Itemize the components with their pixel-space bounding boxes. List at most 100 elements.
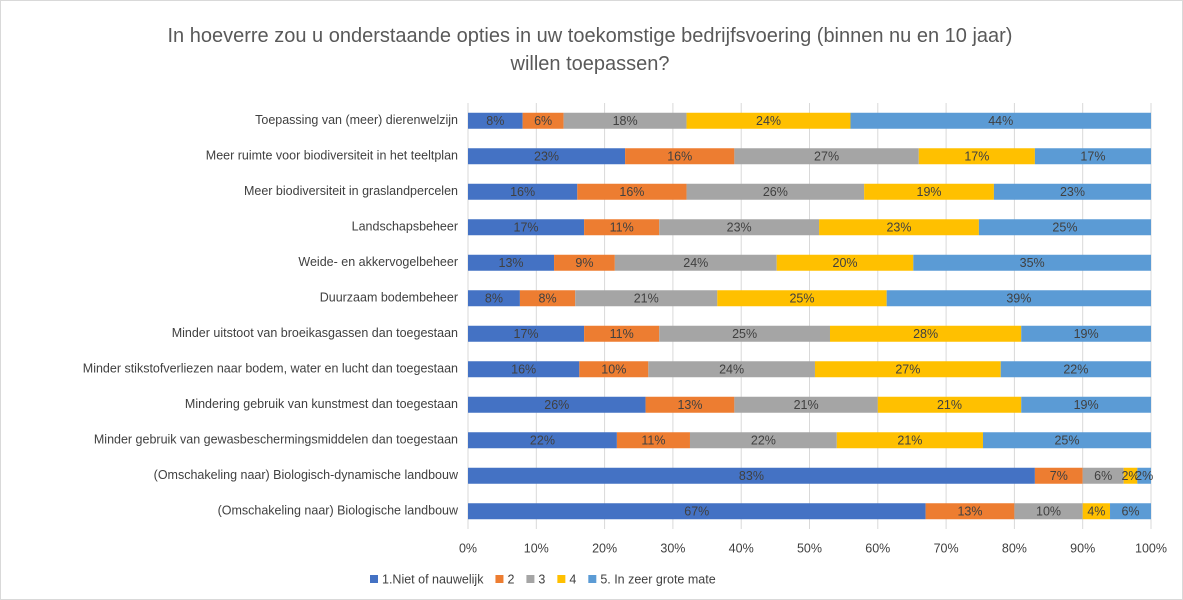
bar-segment [1137, 467, 1151, 484]
data-label: 19% [1074, 327, 1099, 341]
data-label: 8% [539, 292, 557, 306]
x-tick-label: 100% [1135, 541, 1167, 555]
y-tick-label: Landschapsbeheer [352, 220, 458, 234]
bar-segment [468, 432, 617, 449]
bar-segment [468, 325, 585, 342]
bar-segment [645, 396, 735, 413]
bar-segment [468, 290, 520, 307]
y-tick-label: Minder stikstofverliezen naar bodem, wat… [83, 362, 458, 376]
data-label: 21% [937, 398, 962, 412]
x-tick-label: 80% [1002, 541, 1027, 555]
x-tick-label: 50% [797, 541, 822, 555]
data-label: 23% [1060, 185, 1085, 199]
bar-segment [468, 254, 555, 271]
data-label: 22% [751, 434, 776, 448]
data-label: 44% [988, 114, 1013, 128]
data-label: 25% [1054, 434, 1079, 448]
bar-segment [925, 503, 1015, 520]
data-label: 6% [1121, 505, 1139, 519]
bar-segment [1014, 503, 1083, 520]
bar-segment [563, 112, 687, 129]
y-tick-label: Duurzaam bodembeheer [320, 291, 458, 305]
data-label: 26% [544, 398, 569, 412]
bar-segment [575, 290, 718, 307]
bar-segment [468, 396, 646, 413]
data-label: 17% [514, 221, 539, 235]
data-label: 24% [719, 363, 744, 377]
bar-segment [877, 396, 1022, 413]
data-label: 17% [964, 150, 989, 164]
data-label: 2% [1121, 469, 1139, 483]
bar-segment [468, 467, 1035, 484]
data-label: 35% [1020, 256, 1045, 270]
data-label: 16% [511, 363, 536, 377]
data-label: 27% [814, 150, 839, 164]
data-label: 13% [499, 256, 524, 270]
data-label: 24% [683, 256, 708, 270]
bar-segment [819, 219, 979, 236]
data-label: 24% [756, 114, 781, 128]
bar-segment [648, 361, 815, 378]
legend-swatch [370, 575, 378, 583]
data-label: 25% [789, 292, 814, 306]
bar-segment [519, 290, 576, 307]
data-label: 6% [1094, 469, 1112, 483]
data-label: 11% [641, 434, 665, 448]
data-label: 16% [667, 150, 692, 164]
x-tick-label: 10% [524, 541, 549, 555]
bar-segment [659, 219, 820, 236]
bar-segment [913, 254, 1151, 271]
data-label: 17% [1080, 150, 1105, 164]
data-label: 22% [530, 434, 555, 448]
bar-segment [689, 432, 837, 449]
x-tick-label: 20% [592, 541, 617, 555]
x-tick-label: 0% [459, 541, 477, 555]
data-label: 23% [727, 221, 752, 235]
bar-segment [468, 361, 580, 378]
bar-segment [579, 361, 649, 378]
legend-swatch [526, 575, 535, 583]
data-label: 39% [1006, 292, 1031, 306]
data-label: 20% [833, 256, 858, 270]
bar-segment [717, 290, 887, 307]
data-label: 21% [634, 292, 659, 306]
bar-segment [686, 112, 851, 129]
bar-segment [614, 254, 777, 271]
x-tick-label: 40% [729, 541, 754, 555]
data-label: 11% [610, 327, 634, 341]
data-label: 18% [613, 114, 638, 128]
data-label: 8% [485, 292, 503, 306]
bar-segment [734, 396, 878, 413]
data-label: 21% [794, 398, 819, 412]
data-label: 4% [1087, 505, 1105, 519]
data-label: 13% [957, 505, 982, 519]
data-label: 13% [677, 398, 702, 412]
bar-segment [1021, 325, 1151, 342]
bar-segment [993, 183, 1151, 200]
data-label: 8% [486, 114, 504, 128]
x-tick-label: 30% [660, 541, 685, 555]
y-tick-label: Meer ruimte voor biodiversiteit in het t… [206, 149, 458, 163]
data-label: 26% [763, 185, 788, 199]
y-tick-label: (Omschakeling naar) Biologische landbouw [218, 504, 459, 518]
y-tick-label: Weide- en akkervogelbeheer [298, 255, 458, 269]
bar-segment [584, 219, 660, 236]
bar-segment [468, 219, 585, 236]
chart-title: In hoeverre zou u onderstaande opties in… [167, 25, 1013, 75]
data-label: 9% [575, 256, 593, 270]
bar-segment [982, 432, 1151, 449]
data-label: 19% [917, 185, 942, 199]
bar-segment [468, 183, 578, 200]
legend-label: 1.Niet of nauwelijk [382, 572, 484, 586]
data-label: 21% [897, 434, 922, 448]
bar-segment [886, 290, 1151, 307]
bar-segment [625, 148, 735, 165]
y-tick-label: (Omschakeling naar) Biologisch-dynamisch… [154, 468, 459, 482]
bar-segment [468, 112, 523, 129]
bar-segment [1034, 148, 1151, 165]
bar-segment [1123, 467, 1138, 484]
x-tick-label: 90% [1070, 541, 1095, 555]
data-label: 10% [1036, 505, 1061, 519]
